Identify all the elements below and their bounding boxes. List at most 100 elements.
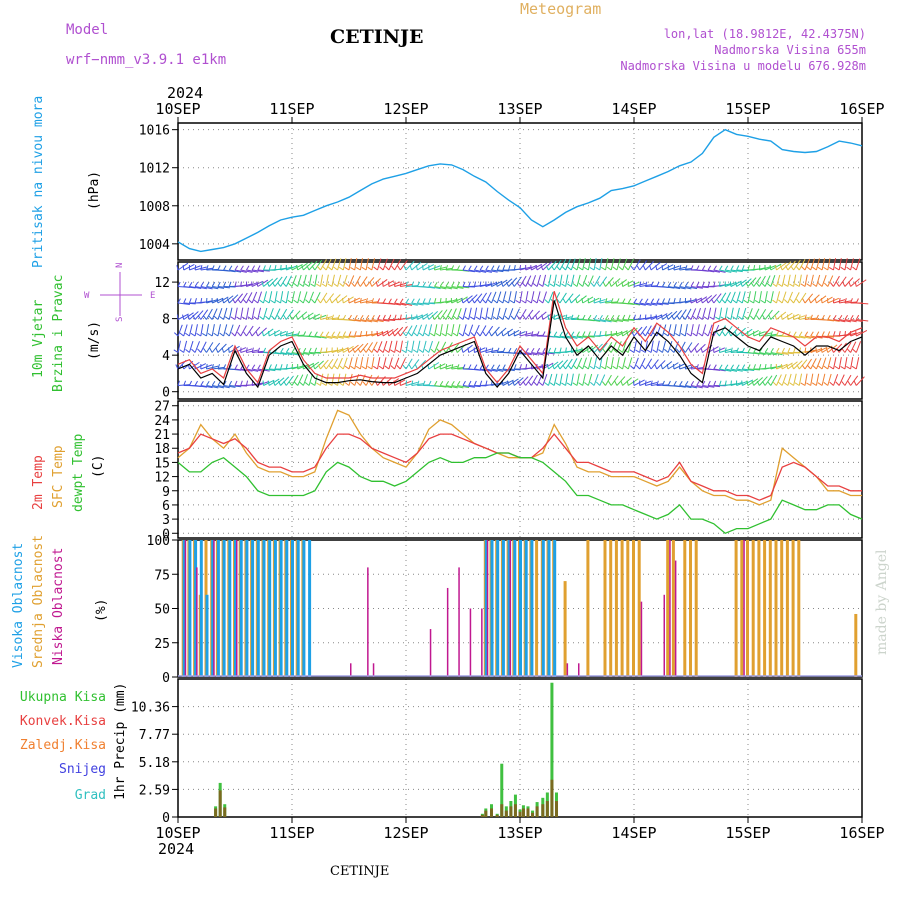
wind-barb-head bbox=[687, 316, 691, 319]
wind-barb-head bbox=[522, 283, 525, 287]
wind-barb-head bbox=[477, 332, 480, 336]
wind-barb-head bbox=[469, 266, 472, 270]
wind-barb-head bbox=[579, 366, 583, 369]
wind-barb-head bbox=[847, 349, 850, 353]
pressure-ytick-label: 1008 bbox=[139, 200, 170, 215]
wind-barb bbox=[816, 374, 818, 386]
wind-barb-head bbox=[731, 348, 732, 353]
wind-barb bbox=[691, 324, 693, 336]
wind-barb-head bbox=[195, 381, 197, 385]
high-cloud-bar bbox=[513, 540, 516, 677]
wind-barb bbox=[298, 291, 301, 303]
wind-barb-head bbox=[681, 333, 685, 336]
wind-barb-head bbox=[435, 298, 436, 303]
wind-barb-head bbox=[400, 282, 401, 287]
mid-cloud-bar bbox=[535, 540, 538, 677]
wind-barb-head bbox=[720, 365, 723, 369]
wind-ytick-label: 12 bbox=[154, 276, 170, 291]
wind-barb-head bbox=[345, 283, 349, 287]
wind-barb-head bbox=[446, 364, 447, 369]
wind-barb-head bbox=[613, 267, 617, 270]
wind-barb-head bbox=[476, 317, 480, 320]
temperature-ytick-label: 24 bbox=[154, 414, 170, 429]
wind-barb bbox=[360, 277, 367, 287]
wind-label-2: Brzina i Pravac bbox=[51, 275, 66, 392]
high-cloud-bar bbox=[245, 540, 248, 677]
wind-barb bbox=[326, 275, 328, 287]
cloud-label-1: Visoka Oblacnost bbox=[11, 543, 26, 668]
wind-barb bbox=[554, 361, 563, 369]
low-cloud-bar bbox=[458, 567, 460, 677]
wind-barb-head bbox=[462, 348, 463, 353]
wind-barb-head bbox=[571, 332, 574, 336]
wind-barb-head bbox=[336, 298, 337, 303]
wind-barb-head bbox=[345, 267, 349, 270]
wind-barb-head bbox=[818, 283, 822, 286]
wind-barb bbox=[372, 376, 379, 386]
wind-barb-head bbox=[640, 299, 643, 303]
wind-barb-head bbox=[435, 381, 437, 385]
wind-barb-head bbox=[841, 366, 845, 369]
wind-barb-head bbox=[296, 315, 298, 320]
wind-barb-head bbox=[317, 266, 320, 270]
wind-barb-head bbox=[634, 299, 637, 303]
wind-barb-head bbox=[668, 282, 671, 286]
wind-barb-head bbox=[509, 348, 511, 352]
wind-barb-head bbox=[440, 381, 443, 385]
wind-barb-head bbox=[355, 315, 358, 319]
wind-barb-head bbox=[663, 282, 665, 286]
wind-barb-head bbox=[189, 381, 191, 385]
wind-barb-head bbox=[751, 282, 754, 286]
low-cloud-bar bbox=[664, 595, 666, 677]
wind-barb-head bbox=[338, 332, 340, 336]
time-label-top: 16SEP bbox=[839, 100, 884, 118]
high-cloud-bar bbox=[240, 540, 243, 677]
wind-barb-head bbox=[698, 333, 702, 336]
wind-barb-head bbox=[601, 267, 605, 270]
wind-barb bbox=[828, 374, 831, 386]
high-cloud-bar bbox=[302, 540, 305, 677]
wind-barb-head bbox=[417, 282, 419, 286]
wind-barb-head bbox=[469, 381, 471, 385]
wind-barb-head bbox=[452, 381, 455, 385]
precip-convective-bar bbox=[509, 806, 512, 817]
wind-barb bbox=[526, 310, 533, 320]
wind-barb-head bbox=[368, 349, 371, 353]
wind-barb-head bbox=[229, 381, 231, 385]
wind-barb bbox=[754, 378, 763, 386]
wind-barb-head bbox=[363, 348, 366, 352]
wind-barb-head bbox=[773, 283, 777, 286]
wind-barb-head bbox=[775, 265, 776, 270]
wind-barb-head bbox=[560, 332, 563, 336]
wind-barb-head bbox=[459, 333, 463, 336]
wind-barb-head bbox=[725, 365, 728, 369]
wind-barb-head bbox=[590, 382, 594, 385]
wind-barb-head bbox=[600, 315, 603, 319]
wind-barb-head bbox=[351, 366, 355, 369]
wind-barb bbox=[799, 275, 801, 287]
wind-barb bbox=[856, 377, 864, 386]
wind-barb-head bbox=[288, 283, 292, 286]
wind-barb bbox=[651, 360, 658, 369]
plot-layer: 1004100810121016048120369121518212427025… bbox=[131, 100, 885, 842]
wind-barb-head bbox=[657, 299, 659, 303]
precip-convective-bar bbox=[555, 801, 558, 817]
wind-barb-head bbox=[590, 267, 594, 270]
wind-barb-head bbox=[655, 364, 657, 369]
wind-barb-head bbox=[463, 266, 465, 270]
time-label-top: 13SEP bbox=[497, 100, 542, 118]
wind-barb-head bbox=[795, 284, 799, 287]
wind-barb-head bbox=[419, 333, 423, 336]
wind-barb-head bbox=[212, 381, 215, 385]
wind-barb bbox=[246, 326, 253, 336]
high-cloud-bar bbox=[257, 540, 260, 677]
wind-barb-head bbox=[533, 283, 537, 286]
high-cloud-bar bbox=[223, 540, 226, 677]
wind-barb-head bbox=[770, 265, 771, 270]
wind-barb-head bbox=[183, 315, 184, 320]
wind-barb bbox=[514, 378, 523, 386]
wind-barb-head bbox=[781, 364, 782, 369]
wind-barb-head bbox=[435, 282, 438, 286]
wind-barb-head bbox=[566, 315, 567, 320]
wind-barb-head bbox=[585, 283, 589, 287]
